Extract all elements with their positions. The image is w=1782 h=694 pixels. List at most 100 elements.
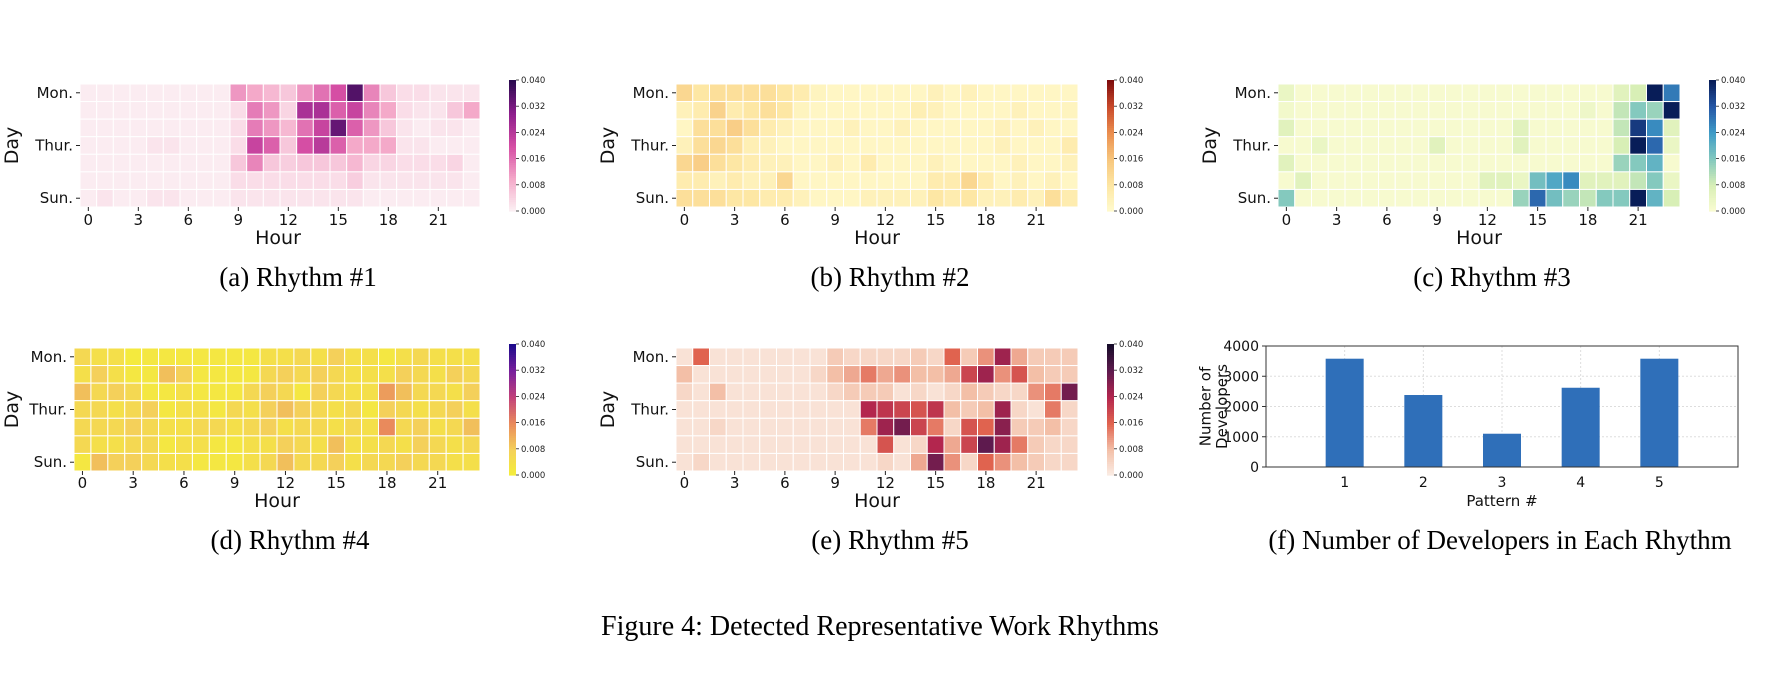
heatmap-cell	[943, 347, 962, 367]
heatmap-cell	[158, 452, 177, 472]
colorbar-segment	[509, 132, 516, 136]
heatmap-cell	[843, 382, 861, 402]
heatmap-cell	[329, 153, 348, 173]
heatmap-cell	[296, 153, 314, 173]
heatmap-cell	[1461, 136, 1480, 155]
heatmap-cell	[446, 101, 464, 120]
heatmap-cell	[977, 382, 995, 402]
colorbar-segment	[1107, 132, 1114, 136]
heatmap-cell	[329, 101, 348, 120]
y-tick-label: 2000	[1223, 400, 1259, 416]
colorbar-segment	[509, 195, 516, 199]
heatmap-cell	[362, 118, 381, 138]
heatmap-cell	[73, 347, 92, 367]
heatmap-cell	[1445, 171, 1463, 190]
colorbar-segment	[509, 372, 516, 376]
heatmap-cell	[242, 347, 261, 367]
heatmap-cell	[809, 188, 828, 208]
colorbar-segment	[1107, 206, 1114, 210]
colorbar-segment	[509, 429, 516, 432]
colorbar-tick-label: 0.000	[521, 471, 545, 481]
heatmap-cell	[1277, 83, 1296, 103]
heatmap-cell	[162, 136, 181, 155]
colorbar-segment	[1107, 424, 1114, 428]
colorbar-segment	[509, 359, 516, 363]
colorbar-segment	[1107, 156, 1114, 160]
colorbar-segment	[1107, 450, 1114, 454]
heatmap-cell	[910, 400, 928, 419]
heatmap-cell	[296, 118, 314, 138]
colorbar-segment	[509, 413, 516, 417]
colorbar-segment	[1107, 346, 1114, 349]
heatmap-cell	[910, 153, 928, 173]
heatmap-cell	[158, 347, 177, 367]
heatmap-cell	[843, 435, 861, 454]
heatmap-cell	[175, 347, 193, 367]
colorbar-segment	[1107, 383, 1114, 387]
heatmap-cell	[1311, 153, 1329, 173]
y-tick-label: Thur.	[630, 137, 669, 155]
heatmap-cell	[1461, 101, 1480, 120]
heatmap-cell	[1277, 153, 1296, 173]
colorbar-segment	[1107, 167, 1114, 171]
colorbar-segment	[1107, 169, 1114, 173]
heatmap-cell	[943, 400, 962, 419]
heatmap-cell	[262, 136, 281, 155]
heatmap-cell	[428, 400, 447, 419]
heatmap-cell	[346, 101, 364, 120]
heatmap-cell	[429, 101, 448, 120]
colorbar-segment	[1107, 138, 1114, 142]
bar	[1483, 433, 1521, 467]
heatmap-cell	[1044, 101, 1062, 120]
colorbar-segment	[1709, 200, 1716, 203]
heatmap-cell	[960, 382, 978, 402]
colorbar-segment	[509, 141, 516, 144]
heatmap-cell	[725, 365, 744, 384]
heatmap-cell	[1512, 171, 1530, 190]
heatmap-cell	[809, 153, 828, 173]
heatmap-cell	[1327, 153, 1346, 173]
heatmap-cell	[1060, 83, 1079, 103]
heatmap-cell	[709, 365, 727, 384]
y-tick-label: Mon.	[31, 348, 67, 366]
heatmap-cell	[1378, 136, 1396, 155]
colorbar-tick-label: 0.032	[521, 102, 545, 112]
heatmap-cell	[445, 365, 464, 384]
colorbar-segment	[509, 348, 516, 352]
heatmap-cell	[279, 118, 298, 138]
colorbar-segment	[509, 200, 516, 203]
heatmap-cell	[90, 452, 109, 472]
heatmap-cell	[394, 382, 413, 402]
colorbar-segment	[1107, 101, 1114, 105]
heatmap-cell	[776, 452, 794, 472]
heatmap-cell	[191, 435, 210, 454]
heatmap-cell	[1060, 452, 1079, 472]
colorbar-segment	[1709, 204, 1716, 208]
heatmap-cell	[276, 400, 295, 419]
heatmap-cell	[179, 83, 198, 103]
heatmap-cell	[709, 188, 727, 208]
heatmap-cell	[692, 101, 710, 120]
heatmap-cell	[1528, 136, 1547, 155]
heatmap-cell	[428, 452, 447, 472]
heatmap-cell	[293, 400, 312, 419]
heatmap-cell	[1562, 136, 1580, 155]
heatmap-cell	[1044, 188, 1062, 208]
heatmap-cell	[1461, 83, 1480, 103]
heatmap-cell	[1027, 118, 1045, 138]
heatmap-cell	[943, 365, 962, 384]
heatmap-cell	[742, 382, 761, 402]
heatmap-cell	[112, 136, 131, 155]
heatmap-cell	[709, 153, 727, 173]
heatmap-cell	[107, 365, 126, 384]
heatmap-cell	[910, 171, 928, 190]
colorbar-segment	[1107, 376, 1114, 380]
heatmap-cell	[675, 136, 694, 155]
heatmap-cell	[262, 188, 281, 208]
colorbar-segment	[1107, 442, 1114, 446]
caption-developers: (f) Number of Developers in Each Rhythm	[1268, 525, 1731, 555]
heatmap-cell	[977, 153, 995, 173]
colorbar-segment	[509, 186, 516, 190]
x-tick-label: 18	[379, 211, 398, 229]
heatmap-cell	[993, 400, 1012, 419]
